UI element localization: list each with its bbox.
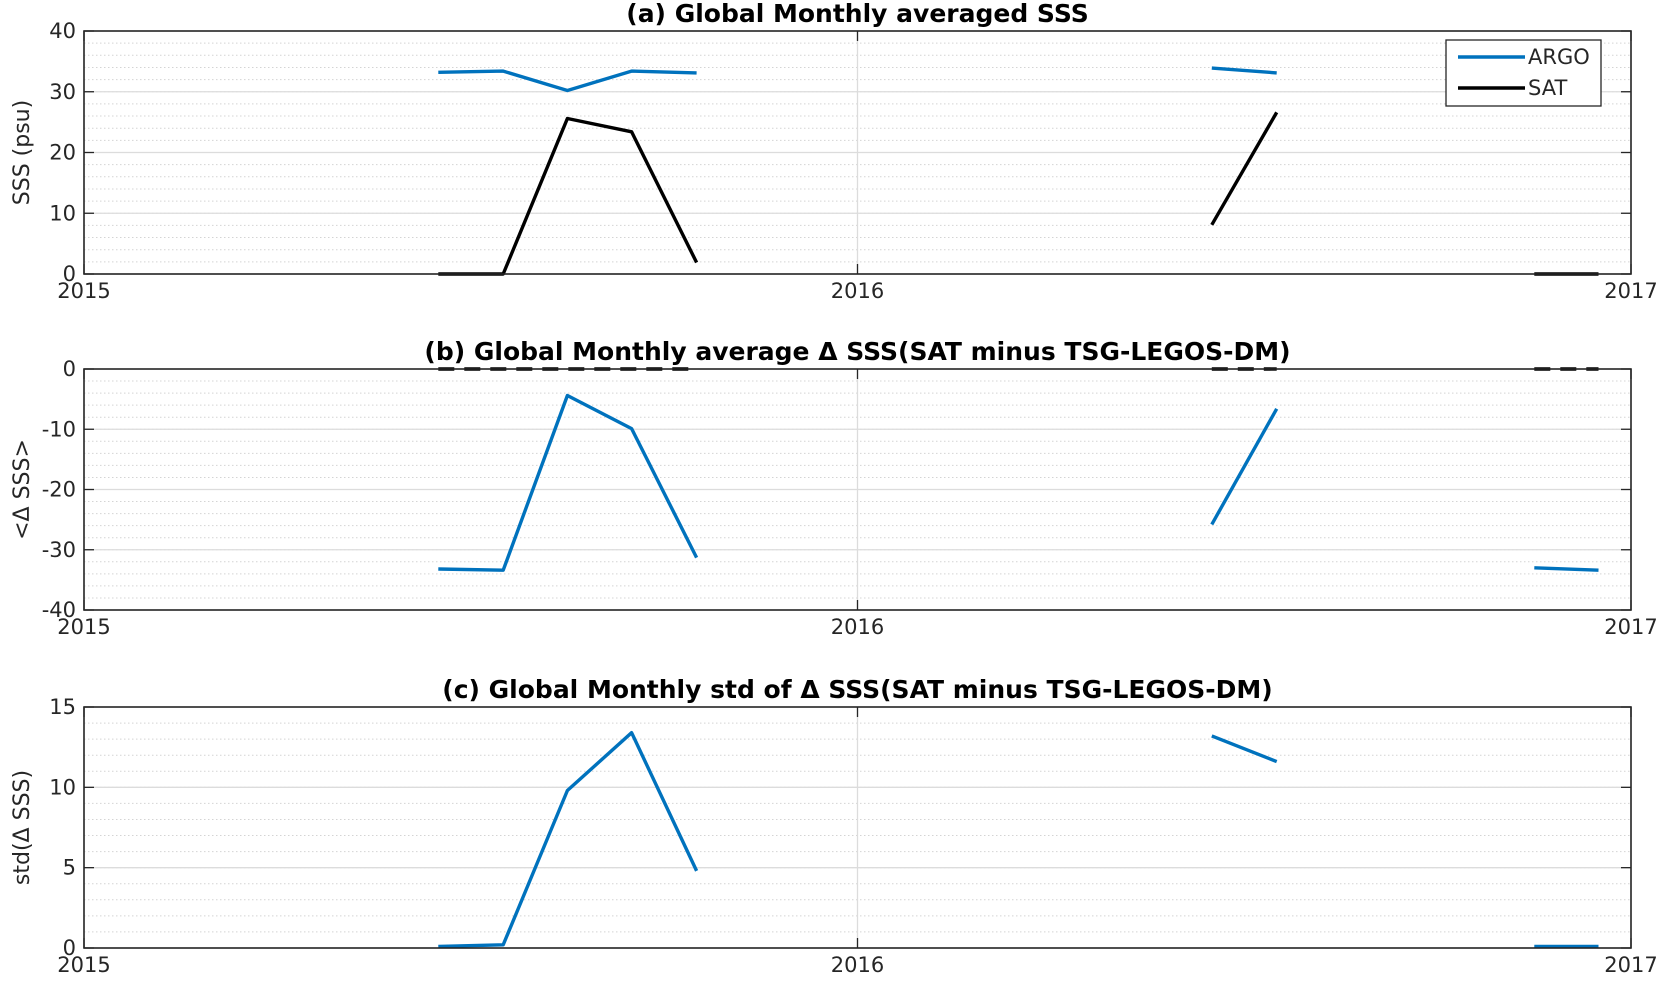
x-tick-label: 2015: [57, 279, 110, 303]
series-main-line: [1211, 734, 1278, 764]
chart-panel-1: 0 10 20 30 40 2015 2016 2017 (a) Global Monthly …: [10, 0, 1658, 303]
y-tick-label: 30: [49, 80, 76, 104]
y-tick-label: -10: [42, 417, 76, 441]
x-tick-label: 2015: [57, 953, 110, 977]
series-argo-line: [438, 69, 697, 93]
y-axis-label: std(Δ SSS): [10, 770, 35, 885]
chart-title: (b) Global Monthly average Δ SSS(SAT min…: [424, 337, 1290, 366]
x-tick-label: 2017: [1604, 615, 1657, 639]
y-tick-label: 10: [49, 775, 76, 799]
x-tick-label: 2016: [831, 953, 884, 977]
chart-title: (a) Global Monthly averaged SSS: [626, 0, 1088, 28]
y-tick-label: 0: [63, 936, 76, 960]
chart-panel-3: 0 5 10 15 2015 2016 2017 (c) Global Monthly std…: [10, 675, 1658, 977]
x-tick-label: 2016: [831, 279, 884, 303]
series-main-line: [1210, 407, 1279, 526]
x-tick-label: 2017: [1604, 279, 1657, 303]
legend-box: [1445, 39, 1602, 107]
y-tick-label: 20: [49, 141, 76, 165]
chart-panel-2: -40 -30 -20 -10 0 2015 2016 2017 (b) Global Mont…: [10, 337, 1658, 639]
series-argo-line: [1211, 66, 1277, 75]
y-tick-label: -30: [42, 538, 76, 562]
series-main-line: [438, 393, 699, 572]
series-sat-line: [1210, 111, 1279, 226]
y-tick-label: 0: [63, 262, 76, 286]
y-tick-label: -40: [42, 598, 76, 622]
x-tick-label: 2016: [831, 615, 884, 639]
y-axis-label: SSS (psu): [10, 100, 35, 205]
y-tick-label: 15: [49, 695, 76, 719]
series-main-line: [1534, 566, 1599, 572]
legend-label: ARGO: [1528, 45, 1590, 69]
y-tick-label: 0: [63, 357, 76, 381]
y-axis-label: <Δ SSS>: [10, 439, 35, 540]
y-tick-label: 5: [63, 856, 76, 880]
x-tick-label: 2015: [57, 615, 110, 639]
legend: ARGO SAT: [1445, 39, 1602, 107]
y-tick-label: 40: [49, 19, 76, 43]
y-tick-label: -20: [42, 478, 76, 502]
x-tick-label: 2017: [1604, 953, 1657, 977]
chart-title: (c) Global Monthly std of Δ SSS(SAT minu…: [442, 675, 1272, 704]
y-tick-label: 10: [49, 201, 76, 225]
legend-label: SAT: [1528, 76, 1567, 100]
series-main-line: [438, 731, 699, 949]
